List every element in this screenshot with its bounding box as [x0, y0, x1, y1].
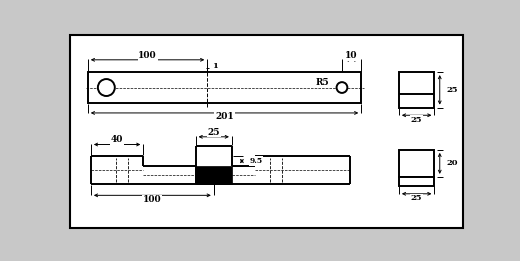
- Text: 1: 1: [212, 62, 218, 70]
- Text: 40: 40: [111, 135, 123, 144]
- Text: 100: 100: [138, 51, 157, 61]
- Text: 20: 20: [447, 159, 458, 167]
- Bar: [88, 72, 361, 103]
- Bar: [399, 150, 434, 177]
- Text: 25: 25: [411, 116, 422, 124]
- Bar: [196, 166, 232, 184]
- Text: R5: R5: [316, 78, 330, 87]
- Text: 25: 25: [207, 128, 220, 137]
- Text: 25: 25: [447, 86, 458, 94]
- Text: 9.5: 9.5: [250, 157, 263, 165]
- Text: 100: 100: [143, 195, 162, 204]
- Circle shape: [98, 79, 115, 96]
- Text: 25: 25: [411, 194, 422, 203]
- Circle shape: [336, 82, 347, 93]
- Text: 201: 201: [215, 112, 234, 121]
- Text: 10: 10: [345, 51, 358, 61]
- Bar: [399, 177, 434, 186]
- Bar: [399, 72, 434, 108]
